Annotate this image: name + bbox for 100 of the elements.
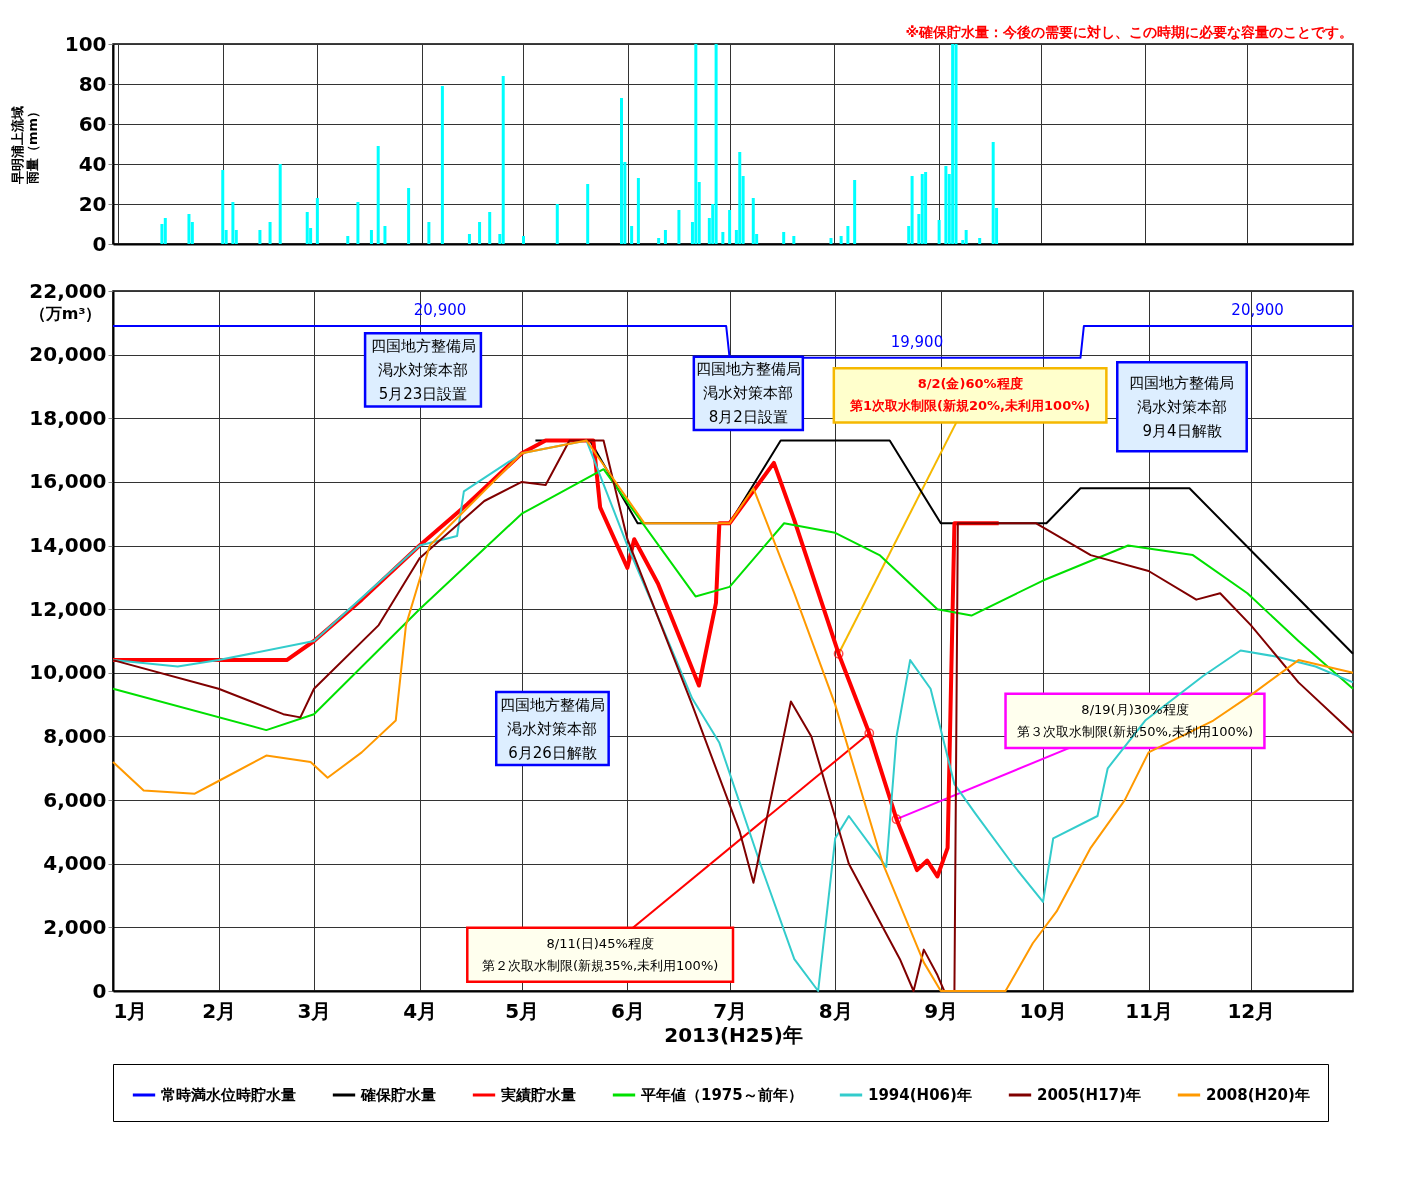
bar xyxy=(944,166,948,244)
point xyxy=(891,814,902,825)
annotation: 8/2(金)60%程度第1次取水制限(新規20%,未利用100%) xyxy=(849,376,1091,414)
bar xyxy=(829,238,833,244)
x-axis-title: 2013(H25)年 xyxy=(664,1022,803,1047)
bar xyxy=(383,226,387,244)
text: ※確保貯水量：今後の需要に対し、この時期に必要な容量のことです。 xyxy=(905,24,1353,40)
bar xyxy=(407,188,411,244)
y-axis-title: 早明浦上流域雨量（mm） xyxy=(9,104,40,186)
bar xyxy=(376,146,380,244)
y-axis-title: （万m³） xyxy=(29,303,102,323)
bar xyxy=(636,178,640,244)
bar xyxy=(924,172,928,244)
y-tick-label: 14,000 xyxy=(29,533,107,558)
bar xyxy=(910,176,914,244)
x-tick-label: 3月 xyxy=(297,998,332,1023)
y-tick-label: 40 xyxy=(78,151,107,176)
bar xyxy=(427,222,431,244)
y-tick-label: 4,000 xyxy=(43,851,107,876)
legend-label: 実績貯水量 xyxy=(500,1086,576,1104)
y-tick-label: 10,000 xyxy=(29,660,107,685)
y-tick-label: 16,000 xyxy=(29,469,107,494)
x-tick-label: 5月 xyxy=(505,998,540,1023)
bar xyxy=(440,86,444,244)
y-tick-label: 20 xyxy=(78,191,107,216)
bar xyxy=(619,98,623,244)
bar xyxy=(478,222,482,244)
y-tick-label: 6,000 xyxy=(43,787,107,812)
legend-label: 平年値（1975～前年） xyxy=(640,1086,803,1104)
y-tick-label: 60 xyxy=(78,111,107,136)
bar xyxy=(258,230,262,244)
bar xyxy=(555,204,559,244)
annotation: 8/11(日)45%程度第２次取水制限(新規35%,未利用100%) xyxy=(481,935,719,973)
bar xyxy=(315,198,319,244)
bar xyxy=(278,164,282,244)
bar xyxy=(586,184,590,244)
bar xyxy=(521,236,525,244)
bar xyxy=(738,152,742,244)
bar xyxy=(231,202,235,244)
bar xyxy=(677,210,681,244)
bar xyxy=(657,238,661,244)
y-tick-label: 12,000 xyxy=(29,596,107,621)
point xyxy=(864,728,875,739)
x-tick-label: 11月 xyxy=(1125,998,1174,1023)
annotation: 四国地方整備局渇水対策本部9月4日解散 xyxy=(1129,373,1235,440)
bar xyxy=(954,44,958,244)
x-tick-label: 1月 xyxy=(113,998,148,1023)
y-tick-label: 20,000 xyxy=(29,342,107,367)
y-tick-label: 2,000 xyxy=(43,914,107,939)
bar xyxy=(951,44,955,244)
bar xyxy=(853,180,857,244)
bar xyxy=(920,174,924,244)
legend-label: 常時満水位時貯水量 xyxy=(161,1086,296,1104)
legend-label: 2008(H20)年 xyxy=(1206,1086,1310,1104)
x-tick-label: 8月 xyxy=(818,998,853,1023)
y-tick-label: 0 xyxy=(92,231,107,256)
x-tick-label: 10月 xyxy=(1019,998,1068,1023)
legend-label: 1994(H06)年 xyxy=(868,1086,972,1104)
bar xyxy=(305,212,309,244)
x-tick-label: 12月 xyxy=(1227,998,1276,1023)
annotation: 四国地方整備局渇水対策本部5月23日設置 xyxy=(370,336,476,403)
annotation: 四国地方整備局渇水対策本部6月26日解散 xyxy=(499,695,605,762)
bar xyxy=(694,44,698,244)
bar xyxy=(663,230,667,244)
bar xyxy=(839,236,843,244)
legend-label: 2005(H17)年 xyxy=(1037,1086,1141,1104)
bar xyxy=(792,236,796,244)
bar xyxy=(721,232,725,244)
point xyxy=(833,648,844,659)
x-tick-label: 7月 xyxy=(713,998,748,1023)
y-tick-label: 80 xyxy=(78,71,107,96)
x-tick-label: 4月 xyxy=(403,998,438,1023)
bar xyxy=(728,210,732,244)
bar xyxy=(163,218,167,244)
y-tick-label: 100 xyxy=(64,31,107,56)
bar xyxy=(356,202,360,244)
bar xyxy=(714,44,718,244)
bar xyxy=(187,214,191,244)
bar xyxy=(369,230,373,244)
bar xyxy=(221,170,225,244)
bar xyxy=(846,226,850,244)
bar xyxy=(991,142,995,244)
bar xyxy=(782,232,786,244)
y-tick-label: 8,000 xyxy=(43,723,107,748)
bar xyxy=(346,236,350,244)
bar xyxy=(488,212,492,244)
x-tick-label: 6月 xyxy=(610,998,645,1023)
bar xyxy=(751,198,755,244)
bar xyxy=(501,76,505,244)
bar xyxy=(978,238,982,244)
bar xyxy=(630,226,634,244)
bar xyxy=(937,220,941,244)
y-tick-label: 0 xyxy=(92,978,107,1003)
x-tick-label: 9月 xyxy=(924,998,959,1023)
annotation: 四国地方整備局渇水対策本部8月2日設置 xyxy=(695,360,801,427)
legend-label: 確保貯水量 xyxy=(360,1086,436,1104)
y-tick-label: 18,000 xyxy=(29,405,107,430)
y-tick-label: 22,000 xyxy=(29,278,107,303)
bar xyxy=(467,234,471,244)
x-tick-label: 2月 xyxy=(202,998,237,1023)
